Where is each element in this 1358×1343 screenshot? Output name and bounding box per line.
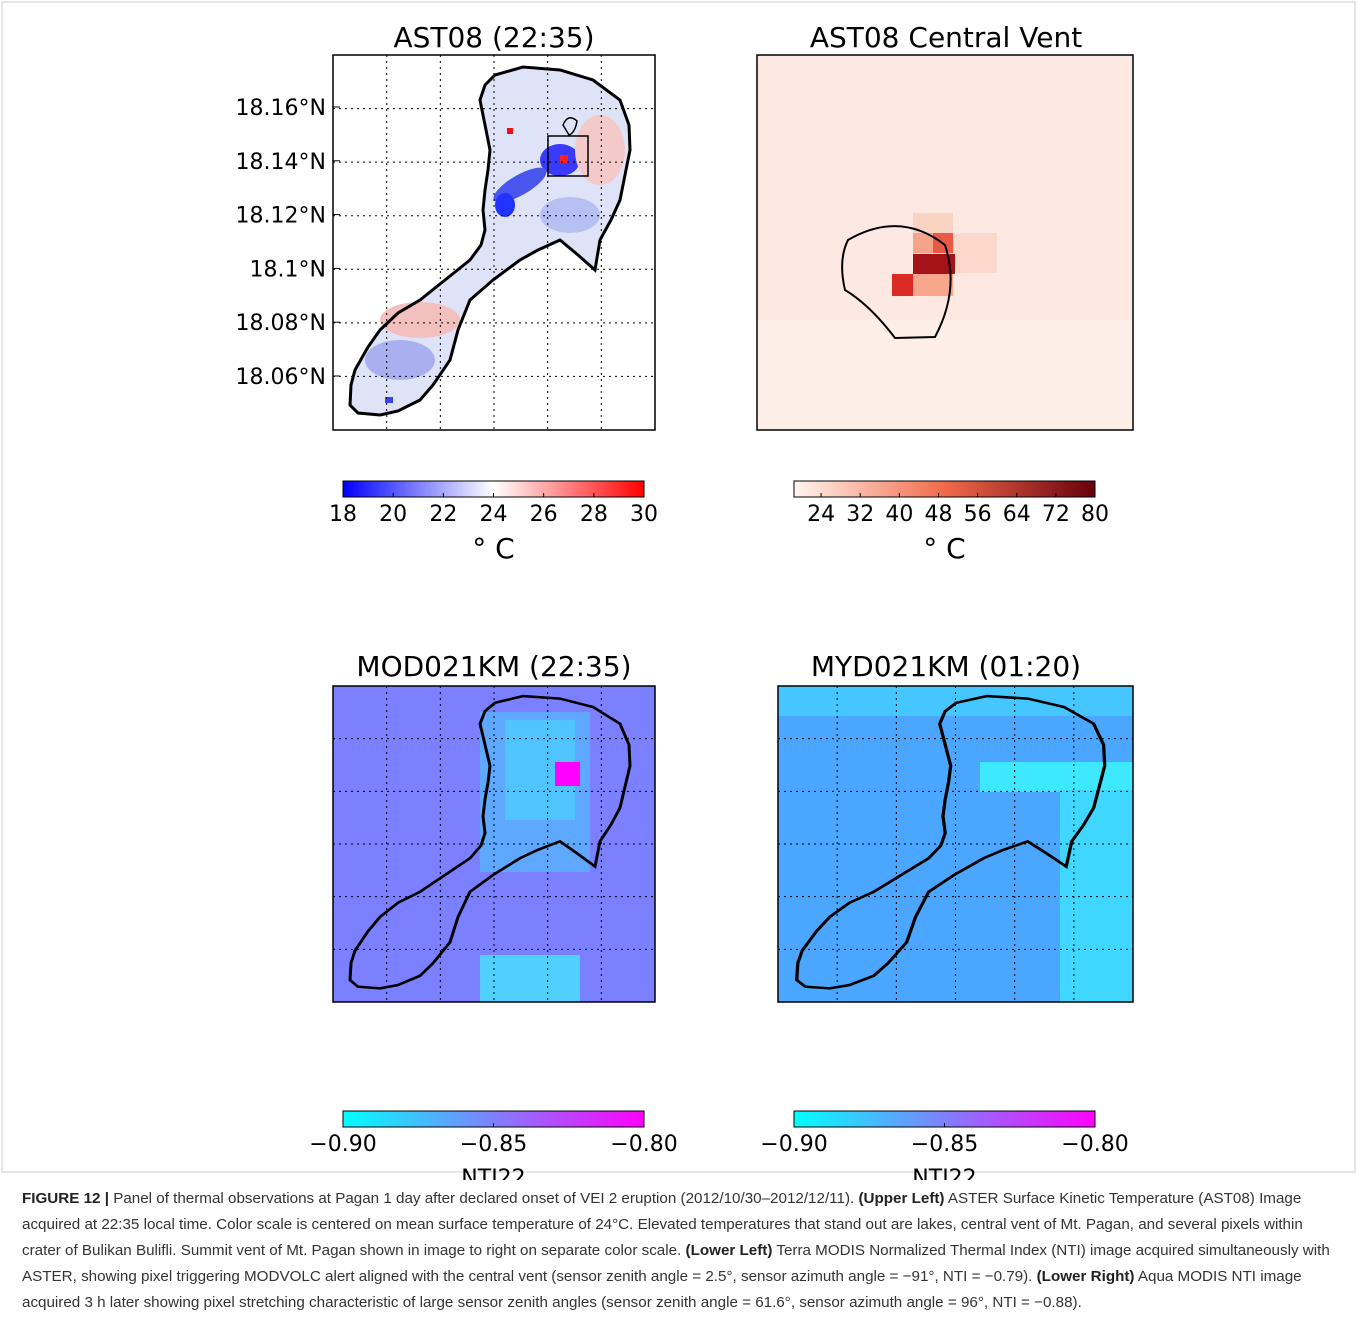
figure-border <box>1 1 1356 1173</box>
hot-pixel <box>913 254 955 274</box>
y-axis: 18.16°N 18.14°N 18.12°N 18.1°N 18.08°N 18.06°… <box>236 96 340 390</box>
grid <box>778 686 1133 1002</box>
colorbar-tick-label: 24 <box>807 502 835 527</box>
y-tick-label: 18.12°N <box>236 204 326 229</box>
colorbar-tick-label: −0.85 <box>911 1132 978 1157</box>
colorbar-tick-label: 72 <box>1042 502 1070 527</box>
map-shade <box>757 320 1133 430</box>
map-panel: AST08 Central Vent <box>756 21 1134 431</box>
map-panel: AST08 (22:35) 18.16°N 18.14°N 18.12°N 18.1°… <box>236 21 656 431</box>
colorbar-tick-label: 32 <box>846 502 874 527</box>
frame <box>756 54 1134 431</box>
frame <box>777 685 1134 1003</box>
map-panel: MOD021KM (22:35) <box>332 650 656 1003</box>
y-tick-label: 18.08°N <box>236 311 326 336</box>
y-tick-label: 18.1°N <box>250 257 326 282</box>
colorbar-tick-label: 22 <box>429 502 457 527</box>
alert-pixel <box>555 762 580 786</box>
vent-outline <box>841 225 952 340</box>
vent-box <box>547 135 589 177</box>
colorbars: 18 20 22 24 26 28 30 ° C 24 32 40 48 56 64 72 80 ° C −0.9… <box>309 480 1129 1180</box>
caption-text: Aqua MODIS NTI image acquired 3 h later … <box>22 1268 1302 1311</box>
colorbar-tick-label: 20 <box>379 502 407 527</box>
frame <box>332 54 656 431</box>
colorbar-tick-label: 30 <box>630 502 658 527</box>
y-tick-label: 18.06°N <box>236 365 326 390</box>
caption-heading: (Upper Left) <box>858 1190 945 1207</box>
lake-outline <box>562 117 578 136</box>
colorbar-tick-label: 80 <box>1081 502 1109 527</box>
caption-text: ASTER Surface Kinetic Temperature (AST08… <box>22 1190 1303 1259</box>
colorbar <box>793 480 1096 498</box>
colorbar-tick-label: 18 <box>329 502 357 527</box>
caption-heading: (Lower Left) <box>685 1242 773 1259</box>
caption-heading: (Lower Right) <box>1036 1268 1135 1285</box>
y-tick-label: 18.16°N <box>236 96 326 121</box>
caption-text: Terra MODIS Normalized Thermal Index (NT… <box>22 1242 1330 1285</box>
colorbar-label: ° C <box>923 532 965 565</box>
colorbar-tick-label: −0.80 <box>610 1132 677 1157</box>
panel-title: AST08 (22:35) <box>393 21 594 54</box>
caption-label: FIGURE 12 | <box>22 1190 109 1207</box>
y-tick-label: 18.14°N <box>236 150 326 175</box>
panel-title: MYD021KM (01:20) <box>811 650 1081 683</box>
panel-title: AST08 Central Vent <box>810 21 1082 54</box>
colorbar-label: NTI22 <box>461 1166 525 1180</box>
colorbar-tick-label: 64 <box>1003 502 1031 527</box>
colorbar-label: ° C <box>472 532 514 565</box>
caption-text: Panel of thermal observations at Pagan 1… <box>108 1190 859 1207</box>
figure: AST08 (22:35) 18.16°N 18.14°N 18.12°N 18.1°… <box>1 1 1356 1180</box>
colorbar-label: NTI22 <box>912 1166 976 1180</box>
colorbar-tick-label: 56 <box>964 502 992 527</box>
grid <box>333 55 655 430</box>
colorbar-tick-label: 24 <box>480 502 508 527</box>
colorbar-tick-label: 48 <box>924 502 952 527</box>
hot-pixel <box>892 274 913 296</box>
colorbar-tick-label: 40 <box>885 502 913 527</box>
colorbar-tick-label: −0.90 <box>760 1132 827 1157</box>
colorbar-tick-label: −0.80 <box>1061 1132 1128 1157</box>
colorbar-tick-label: 28 <box>580 502 608 527</box>
colorbar-tick-label: −0.85 <box>460 1132 527 1157</box>
grid <box>333 686 655 1002</box>
map-panel: MYD021KM (01:20) <box>777 650 1134 1003</box>
frame <box>332 685 656 1003</box>
panel-title: MOD021KM (22:35) <box>356 650 631 683</box>
colorbar-tick-label: −0.90 <box>309 1132 376 1157</box>
caption: FIGURE 12 | Panel of thermal observation… <box>22 1186 1340 1316</box>
colorbar-tick-label: 26 <box>530 502 558 527</box>
